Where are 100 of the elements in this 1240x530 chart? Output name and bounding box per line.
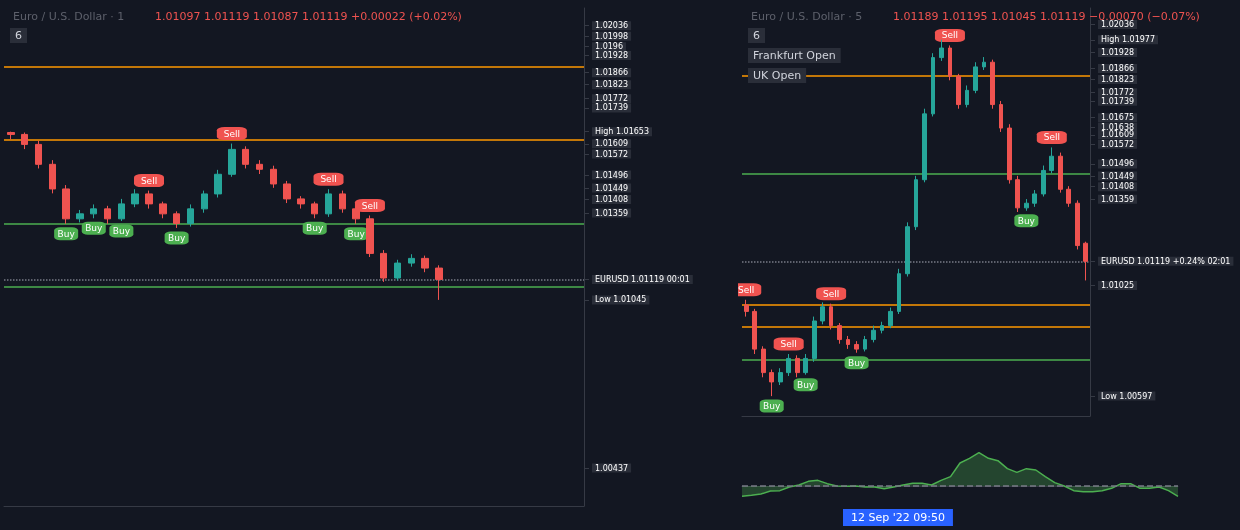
annotation: Sell <box>320 174 337 185</box>
candlestick <box>1041 165 1046 198</box>
annotation: UK Open <box>753 69 802 82</box>
candlestick <box>990 59 995 110</box>
annotation: Sell <box>140 175 158 186</box>
y-tick-label: 1.01496 <box>1101 159 1135 169</box>
y-tick-label: 1.01572 <box>1101 139 1135 149</box>
candlestick <box>1058 152 1063 194</box>
candlestick <box>256 159 263 175</box>
annotation: Buy <box>763 401 781 412</box>
candlestick <box>270 165 277 189</box>
annotation: Buy <box>347 228 366 239</box>
candlestick <box>905 221 910 278</box>
y-tick-label: 1.02036 <box>595 21 629 31</box>
y-tick-label: 1.01449 <box>1101 171 1135 181</box>
candlestick <box>837 322 842 345</box>
candlestick <box>1049 146 1054 174</box>
y-tick-label: 1.0196 <box>595 42 623 52</box>
y-tick-label: 1.01025 <box>1101 281 1135 291</box>
candlestick <box>76 209 84 223</box>
candlestick <box>812 316 817 363</box>
y-tick-label: 1.01998 <box>595 31 629 41</box>
annotation: Buy <box>57 228 76 239</box>
candlestick <box>761 345 766 378</box>
candlestick <box>118 198 125 222</box>
candlestick <box>394 259 401 282</box>
annotation: 6 <box>15 29 22 42</box>
candlestick <box>421 255 429 273</box>
candlestick <box>214 169 222 199</box>
candlestick <box>880 321 884 334</box>
candlestick <box>965 84 969 108</box>
candlestick <box>863 335 867 352</box>
annotation: Sell <box>738 284 755 295</box>
candlestick <box>49 159 56 194</box>
y-tick-label: 1.01359 <box>595 208 629 218</box>
y-tick-label: 1.01408 <box>595 194 629 204</box>
candlestick <box>21 132 28 150</box>
candlestick <box>242 145 249 169</box>
y-tick-label: 1.01359 <box>1101 194 1135 204</box>
y-tick-label: 1.01866 <box>1101 63 1135 73</box>
y-tick-label: 1.01572 <box>595 149 629 159</box>
y-tick-label: EURUSD 1.01119 00:01 <box>595 274 690 284</box>
y-tick-label: 1.01675 <box>1101 113 1135 123</box>
candlestick <box>408 253 415 268</box>
y-tick-label: EURUSD 1.01119 +0.24% 02:01 <box>1101 256 1231 266</box>
candlestick <box>366 215 374 258</box>
candlestick <box>769 369 774 397</box>
annotation: 6 <box>753 29 760 42</box>
y-tick-label: 1.01739 <box>1101 96 1135 106</box>
candlestick <box>846 335 850 350</box>
annotation: Buy <box>847 357 866 368</box>
candlestick <box>173 210 180 229</box>
candlestick <box>973 61 978 94</box>
candlestick <box>999 100 1003 133</box>
annotation: Buy <box>85 223 104 234</box>
y-tick-label: 1.01823 <box>1101 75 1135 85</box>
candlestick <box>939 39 944 62</box>
y-tick-label: High 1.01653 <box>595 127 650 137</box>
candlestick <box>297 195 305 210</box>
y-tick-label: 1.02036 <box>1101 20 1135 30</box>
candlestick <box>786 353 791 377</box>
y-tick-label: 1.00437 <box>595 463 629 473</box>
text: 12 Sep '22 09:50 <box>851 511 945 524</box>
candlestick <box>311 201 318 219</box>
y-tick-label: 1.01408 <box>1101 182 1135 192</box>
candlestick <box>187 203 194 228</box>
y-tick-label: 1.01772 <box>595 94 629 104</box>
y-tick-label: 1.01866 <box>595 68 629 78</box>
annotation: Sell <box>1043 132 1060 143</box>
annotation: Sell <box>941 30 959 41</box>
y-tick-label: Low 1.00597 <box>1101 391 1153 401</box>
y-tick-label: 1.01449 <box>595 183 629 193</box>
candlestick <box>7 131 15 140</box>
annotation: Frankfurt Open <box>753 49 836 62</box>
candlestick <box>922 108 927 183</box>
chart-title: Euro / U.S. Dollar · 1 <box>13 10 125 23</box>
y-tick-label: 1.01609 <box>595 139 629 149</box>
candlestick <box>339 190 346 214</box>
candlestick <box>744 299 749 318</box>
annotation: Sell <box>822 288 840 299</box>
candlestick <box>325 188 332 218</box>
candlestick <box>897 268 901 315</box>
candlestick <box>795 354 800 378</box>
candlestick <box>145 190 153 210</box>
y-tick-label: 1.01496 <box>595 170 629 180</box>
candlestick <box>803 353 808 376</box>
candlestick <box>829 303 833 330</box>
candlestick <box>1015 175 1020 213</box>
annotation: Sell <box>780 339 797 350</box>
candlestick <box>435 264 443 301</box>
candlestick <box>982 56 986 71</box>
candlestick <box>956 73 961 110</box>
y-tick-label: 1.01638 <box>1101 122 1135 132</box>
candlestick <box>948 44 952 81</box>
y-tick-label: 1.01928 <box>595 51 629 61</box>
candlestick <box>914 175 918 231</box>
annotation: Buy <box>112 226 131 237</box>
candlestick <box>283 180 291 204</box>
candlestick <box>854 340 859 354</box>
chart-subtitle: 1.01189 1.01195 1.01045 1.01119 −0.00070 (−0.07%) <box>893 10 1200 23</box>
